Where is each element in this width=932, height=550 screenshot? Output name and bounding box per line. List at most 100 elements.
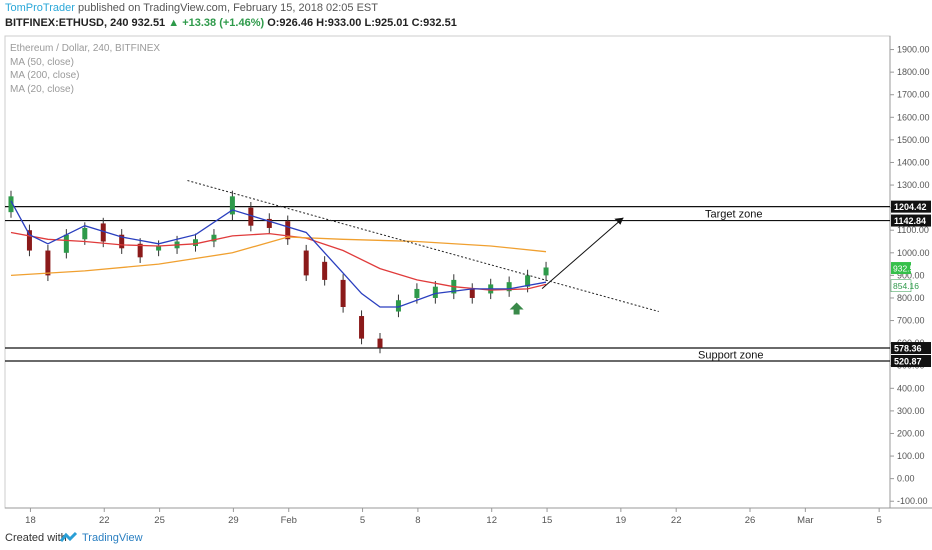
level-badge [891,200,931,213]
candle-body [137,243,143,258]
x-tick-label: 5 [360,515,365,526]
candle-body [303,250,309,276]
x-tick-label: 22 [671,515,682,526]
candle-body [248,207,254,226]
candle-body [229,196,235,215]
projection-arrow [541,217,624,289]
plot-area [4,35,891,509]
x-tick-label: 19 [616,515,627,526]
level-badge-label: 1204.42 [894,202,927,212]
level-badge-label: 520.87 [894,357,922,367]
symbol-label[interactable]: BITFINEX:ETHUSD, 240 [5,17,129,29]
y-tick-label: 1400.00 [897,157,930,167]
x-tick-label: 29 [228,515,239,526]
y-tick-label: 0.00 [897,474,915,484]
y-tick-label: 800.00 [897,293,925,303]
y-tick-label: 1700.00 [897,90,930,100]
candle-body [156,246,162,251]
symbol-info-line: BITFINEX:ETHUSD, 240 932.51 ▲ +13.38 (+1… [5,17,457,29]
chart-legend: Ethereum / Dollar, 240, BITFINEX MA (50,… [10,42,160,96]
close-value: C:932.51 [411,17,457,29]
candle-body [119,234,125,249]
y-tick-label: 1500.00 [897,135,930,145]
y-tick-label: 900.00 [897,270,925,280]
candle-body [8,196,14,213]
price-change: ▲ +13.38 (+1.46%) [168,17,265,29]
candle-body [285,221,291,240]
publish-line: TomProTrader published on TradingView.co… [5,2,378,14]
candle-body [377,338,383,348]
ma-line [10,236,547,277]
candle-body [322,261,328,280]
level-badge [891,355,931,368]
y-tick-label: 100.00 [897,451,925,461]
candle-body [45,250,51,276]
candle-body [395,300,401,312]
level-badge [891,342,931,355]
price-badge-label: 932.51 [893,264,919,274]
candle-body [525,275,531,287]
candle-body [63,234,69,253]
x-tick-label: 8 [415,515,420,526]
y-tick-label: 1300.00 [897,180,930,190]
x-tick-label: 12 [486,515,497,526]
candle-body [414,288,420,298]
candle-body [266,218,272,228]
candle-body [82,227,88,240]
candle-body [26,230,32,251]
level-badge [891,214,931,227]
level-badge-label: 578.36 [894,344,922,354]
candle-body [193,239,198,247]
legend-ma200[interactable]: MA (200, close) [10,70,80,81]
high-value: H:933.00 [316,17,362,29]
up-arrow-annotation-icon [509,302,524,315]
trendline [187,180,659,313]
footer-bar: Created with TradingView [0,526,932,550]
y-tick-label: 1800.00 [897,67,930,77]
low-value: L:925.01 [364,17,409,29]
y-tick-label: 1600.00 [897,112,930,122]
publish-info: published on TradingView.com, February 1… [77,2,378,14]
x-tick-label: 26 [745,515,756,526]
x-tick-label: Mar [797,515,813,526]
zone-label: Support zone [698,350,763,362]
legend-ma20[interactable]: MA (20, close) [10,83,74,95]
x-tick-label: 5 [877,515,882,526]
tradingview-brand[interactable]: TradingView [82,532,143,544]
candle-body [340,279,346,308]
y-tick-label: 700.00 [897,316,925,326]
legend-title: Ethereum / Dollar, 240, BITFINEX [10,43,161,54]
last-price: 932.51 [131,17,166,29]
price-badge [891,262,911,275]
legend-ma50[interactable]: MA (50, close) [10,56,74,68]
y-tick-label: 1000.00 [897,248,930,258]
x-tick-label: 22 [99,515,110,526]
candle-body [100,223,106,242]
created-with-text: Created with [5,532,67,544]
y-tick-label: -100.00 [897,496,928,506]
y-tick-label: 300.00 [897,406,925,416]
y-tick-label: 400.00 [897,383,925,393]
candle-body [506,282,512,292]
y-tick-label: 1100.00 [897,225,929,235]
ma-badge [890,279,912,292]
x-tick-label: 15 [542,515,553,526]
candle-body [543,267,549,276]
ma-line [10,200,547,308]
author-link[interactable]: TomProTrader [5,2,75,14]
y-tick-label: 200.00 [897,428,925,438]
tradingview-logo-icon[interactable] [60,531,78,545]
candle-body [211,234,217,242]
zone-label: Target zone [705,209,762,221]
projection-arrow-head [614,217,624,225]
y-tick-label: 1900.00 [897,45,930,55]
candle-body [359,316,365,339]
candle-body [469,288,475,298]
x-tick-label: 18 [25,515,36,526]
candle-body [432,286,438,298]
ma-badge-label: 854.16 [893,281,919,291]
level-badge-label: 1142.84 [894,216,926,226]
open-value: O:926.46 [267,17,314,29]
x-tick-label: 25 [154,515,165,526]
